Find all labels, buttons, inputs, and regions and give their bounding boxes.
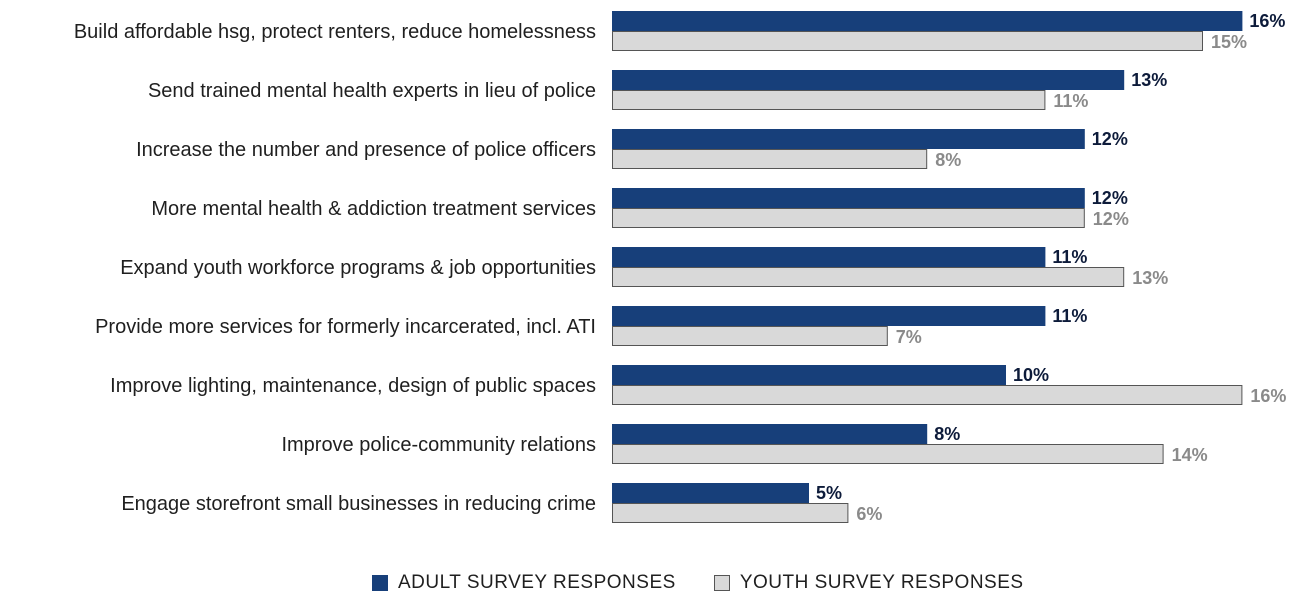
adult-bar	[612, 365, 1006, 385]
youth-value-label: 11%	[1053, 91, 1088, 111]
youth-value-label: 6%	[856, 504, 882, 524]
youth-bar	[612, 90, 1046, 110]
legend-label-adult: ADULT SURVEY RESPONSES	[398, 572, 676, 593]
adult-value-label: 5%	[816, 483, 842, 503]
youth-bar	[612, 326, 888, 346]
adult-value-label: 13%	[1131, 70, 1167, 90]
legend-item-youth: YOUTH SURVEY RESPONSES	[713, 572, 1024, 594]
adult-value-label: 16%	[1249, 11, 1285, 31]
legend-swatch-adult	[372, 575, 388, 591]
category-label: Expand youth workforce programs & job op…	[120, 257, 596, 279]
youth-value-label: 13%	[1132, 268, 1168, 288]
category-label: Improve police-community relations	[281, 434, 596, 456]
adult-bar	[612, 247, 1046, 267]
adult-bar	[612, 11, 1243, 31]
youth-value-label: 14%	[1172, 445, 1208, 465]
adult-value-label: 11%	[1052, 247, 1087, 267]
youth-value-label: 7%	[896, 327, 922, 347]
adult-bar	[612, 70, 1125, 90]
youth-bar	[612, 208, 1085, 228]
category-label: Increase the number and presence of poli…	[136, 139, 596, 161]
category-label: Improve lighting, maintenance, design of…	[110, 375, 596, 397]
category-label: More mental health & addiction treatment…	[151, 198, 596, 220]
adult-value-label: 11%	[1052, 306, 1087, 326]
category-label: Engage storefront small businesses in re…	[121, 493, 596, 515]
adult-value-label: 8%	[934, 424, 960, 444]
adult-bar	[612, 424, 928, 444]
adult-value-label: 12%	[1092, 188, 1128, 208]
youth-value-label: 12%	[1093, 209, 1129, 229]
adult-value-label: 10%	[1013, 365, 1049, 385]
legend-item-adult: ADULT SURVEY RESPONSES	[372, 572, 676, 594]
legend-label-youth: YOUTH SURVEY RESPONSES	[739, 572, 1024, 593]
adult-bar	[612, 129, 1085, 149]
youth-bar	[612, 503, 849, 523]
legend-swatch-youth	[713, 575, 730, 591]
adult-value-label: 12%	[1092, 129, 1128, 149]
category-label: Send trained mental health experts in li…	[148, 80, 596, 102]
adult-bar	[612, 483, 809, 503]
youth-value-label: 15%	[1211, 32, 1247, 52]
youth-bar	[612, 444, 1164, 464]
youth-bar	[612, 31, 1203, 51]
youth-bar	[612, 267, 1125, 287]
youth-value-label: 8%	[935, 150, 961, 170]
youth-bar	[612, 149, 928, 169]
youth-bar	[612, 385, 1243, 405]
category-label: Provide more services for formerly incar…	[95, 316, 596, 338]
bar-chart-svg: Build affordable hsg, protect renters, r…	[74, 11, 1286, 524]
youth-value-label: 16%	[1250, 386, 1286, 406]
category-label: Build affordable hsg, protect renters, r…	[74, 21, 596, 43]
adult-bar	[612, 188, 1085, 208]
legend: ADULT SURVEY RESPONSES YOUTH SURVEY RESP…	[372, 572, 1062, 594]
adult-bar	[612, 306, 1046, 326]
